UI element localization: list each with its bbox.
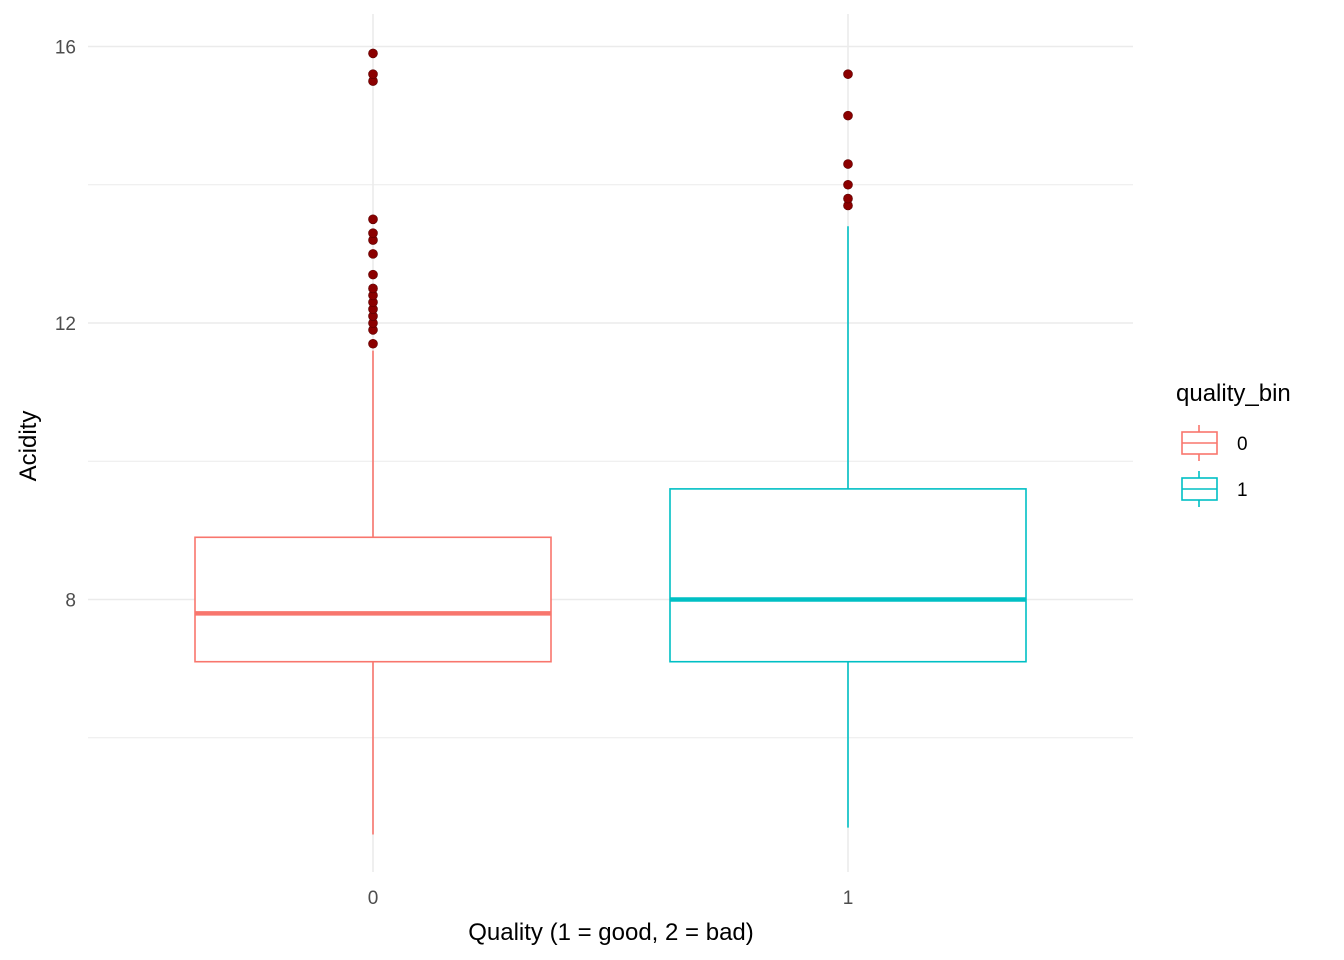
box xyxy=(194,536,552,663)
outlier-point xyxy=(368,48,378,59)
y-tick-label: 16 xyxy=(55,38,76,59)
outlier-point xyxy=(843,159,853,169)
x-axis-title: Quality (1 = good, 2 = bad) xyxy=(468,919,754,946)
legend: quality_bin 0 1 xyxy=(1176,380,1291,507)
legend-title: quality_bin xyxy=(1176,380,1291,407)
x-tick-label: 0 xyxy=(368,888,379,909)
y-tick-label: 12 xyxy=(55,314,76,335)
y-tick-label: 8 xyxy=(65,591,76,612)
axis-ticks: 8 12 16 0 1 xyxy=(55,38,853,910)
legend-item: 1 xyxy=(1181,471,1248,507)
box xyxy=(669,488,1027,663)
outlier-point xyxy=(368,214,378,225)
box-group xyxy=(194,48,552,835)
boxes xyxy=(194,48,1027,835)
legend-label: 1 xyxy=(1237,480,1248,501)
outlier-point xyxy=(368,249,378,259)
outlier-point xyxy=(843,69,853,79)
outlier-point xyxy=(368,283,378,294)
outlier-point xyxy=(843,110,853,121)
grid-lines xyxy=(88,14,1133,872)
outlier-point xyxy=(368,69,378,79)
box-group xyxy=(669,69,1027,828)
legend-label: 0 xyxy=(1237,434,1248,455)
outlier-point xyxy=(843,193,853,204)
y-axis-title: Acidity xyxy=(15,411,42,482)
outlier-point xyxy=(843,179,853,190)
legend-item: 0 xyxy=(1181,425,1248,461)
outlier-point xyxy=(368,269,378,280)
x-tick-label: 1 xyxy=(843,888,854,909)
outlier-point xyxy=(368,228,378,238)
outlier-point xyxy=(368,338,378,349)
